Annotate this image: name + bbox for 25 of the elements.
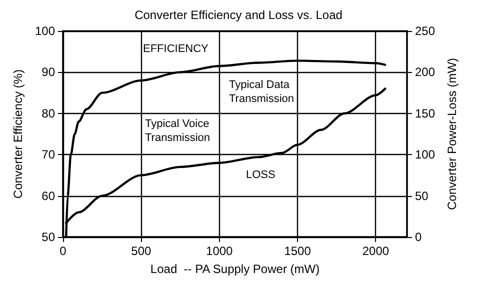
x-tick-label: 0	[60, 244, 67, 258]
y2-tick-label: 150	[415, 106, 436, 120]
y-tick-label: 80	[42, 106, 56, 120]
y-tick-label: 100	[34, 24, 56, 38]
series-label: EFFICIENCY	[143, 43, 210, 55]
y-tick-label: 70	[42, 148, 56, 162]
y-axis-title: Converter Efficiency (%)	[11, 69, 26, 199]
y-tick-label: 60	[42, 188, 56, 203]
annotation: Typical Data Transmission	[229, 79, 294, 105]
y2-tick-label: 200	[415, 65, 436, 80]
y-tick-label: 50	[42, 230, 56, 244]
x-tick-label: 2000	[362, 244, 390, 258]
y2-tick-label: 50	[415, 188, 429, 203]
x-tick-label: 500	[131, 244, 152, 258]
x-tick-label: 1000	[206, 244, 234, 258]
series-label: LOSS	[246, 169, 276, 181]
x-axis-title: Load -- PA Supply Power (mW)	[150, 262, 320, 276]
chart-title: Converter Efficiency and Loss vs. Load	[134, 8, 342, 22]
y2-axis-title: Converter Power-Loss (mW)	[444, 58, 459, 210]
y2-tick-label: 100	[415, 148, 436, 162]
y-tick-label: 90	[42, 65, 56, 80]
annotation: Typical Voice Transmission	[145, 118, 210, 144]
y2-tick-label: 250	[415, 24, 436, 38]
y2-tick-label: 0	[415, 230, 422, 244]
x-tick-label: 1500	[284, 244, 312, 258]
